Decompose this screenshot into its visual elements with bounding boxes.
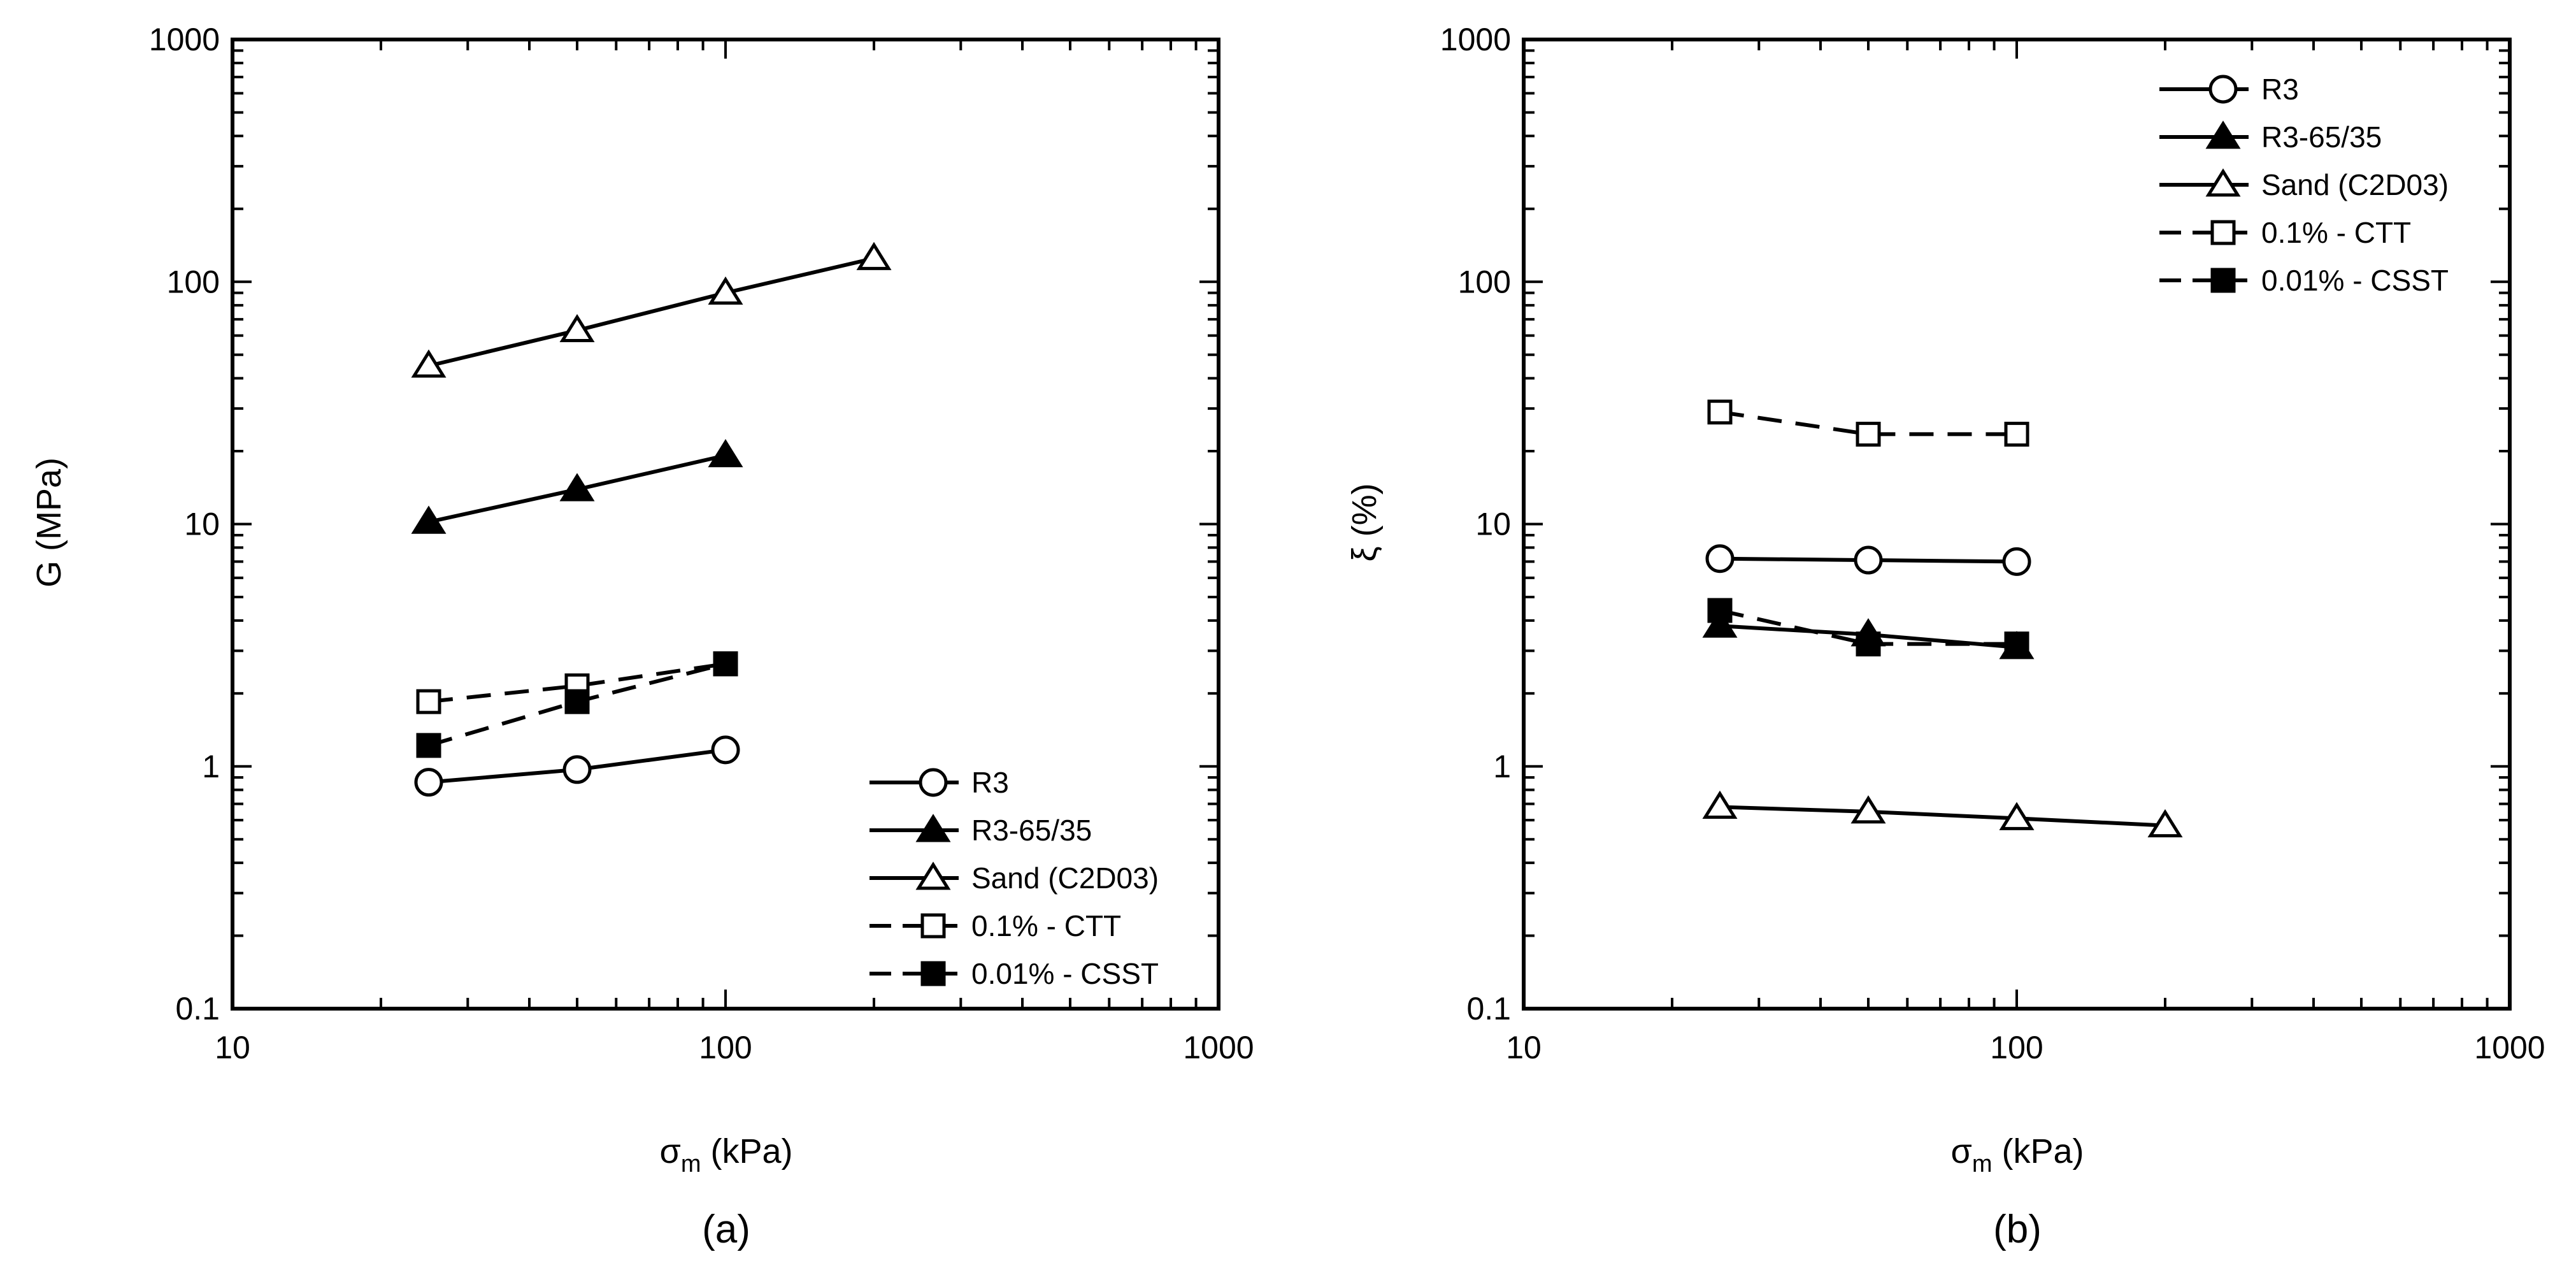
series-line [1719,805,2166,828]
x-axis-title-sub-a: m [681,1151,701,1178]
legend-marker [2205,168,2241,197]
data-point [1850,795,1886,824]
legend-marker [919,768,948,797]
y-tick-label: 1000 [1440,22,1511,57]
x-axis-title-main-b: σ [1950,1132,1971,1171]
data-point [559,313,595,343]
y-tick-label: 0.1 [1466,991,1511,1026]
data-point [711,735,740,765]
legend-marker [920,913,946,939]
legend-label: R3-65/35 [971,814,1092,847]
data-point [414,768,443,797]
panel-label-a: (a) [702,1207,750,1251]
legend-marker [920,961,946,986]
legend-item: 0.1% - CTT [2159,216,2411,249]
data-point [416,733,441,758]
data-point [2147,809,2183,838]
legend-label: 0.01% - CSST [971,957,1159,990]
x-axis-title-b: σm (kPa) [1950,1132,2084,1178]
x-tick-label: 1000 [2474,1030,2545,1065]
data-point [1707,400,1733,425]
x-tick-label: 10 [1506,1030,1542,1065]
data-point [713,651,738,677]
x-axis-title-main-a: σ [659,1132,680,1171]
legend-item: R3-65/35 [2159,120,2382,154]
legend-marker [2210,220,2236,245]
legend-item: R3 [869,766,1009,799]
legend-label: Sand (C2D03) [2261,168,2449,201]
y-tick-label: 100 [1458,264,1511,299]
legend-label: 0.1% - CTT [971,909,1121,942]
data-point [1702,609,1738,638]
legend-marker [2208,75,2238,104]
data-point [708,276,743,305]
series-line [1719,410,2017,436]
data-point [1705,544,1735,573]
data-point [1854,545,1883,575]
y-tick-label: 10 [184,507,220,542]
legend-item: 0.1% - CTT [869,909,1121,942]
legend-item: Sand (C2D03) [869,861,1159,895]
data-point [416,689,441,714]
data-point [562,755,592,784]
legend-label: R3-65/35 [2261,120,2382,154]
data-point [1856,421,1881,447]
legend-item: R3-65/35 [869,814,1092,847]
legend-item: 0.01% - CSST [2159,264,2449,297]
data-point [708,439,743,468]
y-axis-title-b: ξ (%) [1345,483,1384,561]
legend-marker [915,814,951,842]
data-point [856,241,892,270]
data-point [1999,802,2035,830]
legend-label: 0.1% - CTT [2261,216,2411,249]
y-axis-title-a: G (MPa) [30,457,68,587]
data-point [2002,547,2031,576]
legend-item: 0.01% - CSST [869,957,1159,990]
x-tick-label: 10 [215,1030,250,1065]
data-point [411,505,447,534]
chart-panel-a: 10 100 1000 0.1 1 10 100 1000 R3 R3-65/35 Sand (C2… [30,22,1254,1251]
series-line [1719,609,2017,646]
y-tick-label: 10 [1475,507,1511,542]
legend-marker [2210,268,2236,293]
data-point [2004,631,2029,657]
x-axis-title-a: σm (kPa) [659,1132,792,1178]
legend-marker [915,861,951,890]
x-tick-label: 1000 [1183,1030,1254,1065]
legend-item: R3 [2159,73,2299,106]
data-point [2004,421,2029,447]
y-tick-label: 1000 [149,22,220,57]
y-tick-label: 1 [202,749,220,784]
x-axis-title-sub-b: m [1972,1151,1993,1178]
legend-marker [2205,120,2241,149]
data-point [564,689,590,714]
legend-label: 0.01% - CSST [2261,264,2449,297]
plot-area-b: 10 100 1000 0.1 1 10 100 1000 R3 R3-65/35 Sand (C2… [1440,22,2545,1065]
data-point [411,349,447,378]
data-point [1702,790,1738,819]
legend-item: Sand (C2D03) [2159,168,2449,201]
series-line [428,661,726,704]
y-tick-label: 100 [167,264,220,299]
x-axis-title-unit-a: (kPa) [701,1132,792,1171]
data-point [1707,598,1733,623]
data-point [1856,631,1881,657]
legend-label: R3 [971,766,1009,799]
x-tick-label: 100 [699,1030,752,1065]
series-line [428,256,875,368]
data-point [559,473,595,501]
plot-area-a: 10 100 1000 0.1 1 10 100 1000 R3 R3-65/35 Sand (C2… [149,22,1254,1065]
panel-label-b: (b) [1993,1207,2042,1251]
x-axis-title-unit-b: (kPa) [1992,1132,2084,1171]
y-tick-label: 0.1 [175,991,220,1026]
chart-panel-b: 10 100 1000 0.1 1 10 100 1000 R3 R3-65/35 Sand (C2… [1345,22,2545,1251]
legend-label: R3 [2261,73,2299,106]
legend-label: Sand (C2D03) [971,861,1159,895]
y-tick-label: 1 [1493,749,1511,784]
x-tick-label: 100 [1990,1030,2043,1065]
